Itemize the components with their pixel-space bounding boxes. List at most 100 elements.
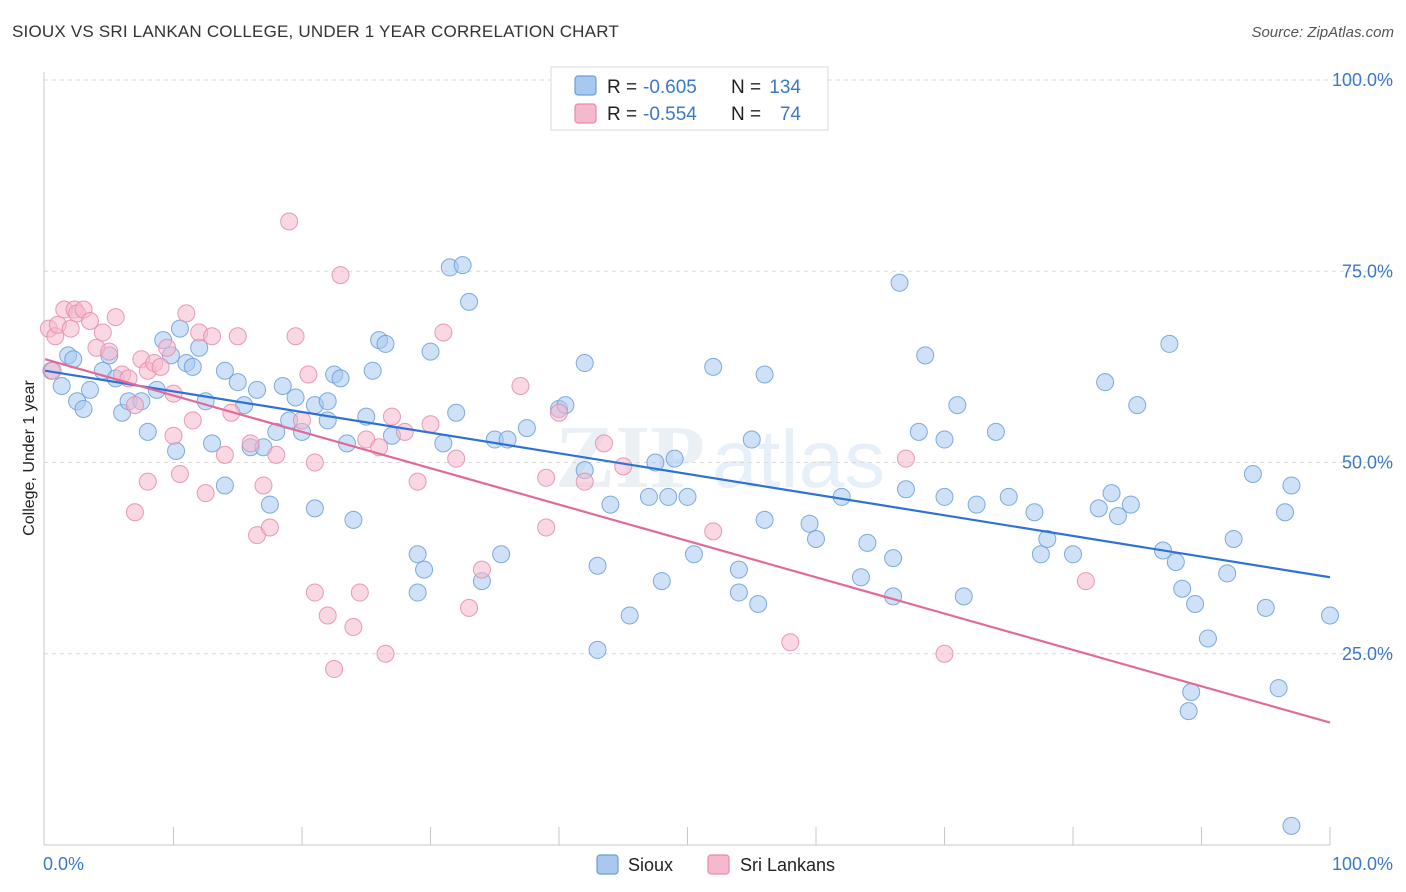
sioux-point bbox=[1282, 816, 1301, 835]
sioux-point bbox=[183, 357, 202, 376]
series-legend-label-sioux: Sioux bbox=[628, 855, 673, 875]
sioux-point bbox=[170, 319, 189, 338]
sioux-point bbox=[1128, 396, 1147, 415]
source-credit: Source: ZipAtlas.com bbox=[1251, 24, 1394, 41]
stats-legend: R = -0.605 N = 134 R = -0.554 N = 74 bbox=[550, 66, 829, 131]
sri-lankan-point bbox=[376, 644, 395, 663]
sioux-point bbox=[167, 442, 186, 461]
sioux-point bbox=[1198, 629, 1217, 648]
sioux-point bbox=[447, 403, 466, 422]
legend-r-value-sioux: -0.605 bbox=[643, 77, 697, 98]
sri-lankan-point bbox=[704, 522, 723, 541]
sri-lankan-point bbox=[164, 426, 183, 445]
sri-lankan-point bbox=[594, 434, 613, 453]
sioux-point bbox=[935, 487, 954, 506]
legend-r-label-sri-lankans: R = bbox=[607, 104, 637, 125]
sri-lankan-point bbox=[228, 327, 247, 346]
sioux-point bbox=[138, 422, 157, 441]
sioux-point bbox=[986, 422, 1005, 441]
sioux-point bbox=[1038, 530, 1057, 548]
sri-lankan-point bbox=[1076, 572, 1095, 591]
sioux-point bbox=[1269, 679, 1288, 698]
sioux-point bbox=[1108, 507, 1127, 526]
sioux-point bbox=[916, 346, 935, 365]
sioux-point bbox=[588, 556, 607, 575]
y-tick-label: 25.0% bbox=[1342, 644, 1393, 664]
sri-lankan-point bbox=[125, 503, 144, 522]
series-legend-label-sri-lankans: Sri Lankans bbox=[740, 855, 835, 875]
legend-swatch-sri-lankans bbox=[574, 103, 597, 124]
sri-lankan-point bbox=[614, 457, 633, 476]
sioux-point bbox=[1031, 545, 1050, 564]
sioux-point bbox=[1218, 564, 1237, 583]
series-legend-swatch-sioux bbox=[596, 854, 619, 875]
series-legend-swatch-sri-lankans bbox=[707, 854, 730, 875]
sioux-point bbox=[1186, 595, 1205, 614]
sioux-point bbox=[1179, 702, 1198, 721]
y-tick-label: 100.0% bbox=[1332, 70, 1393, 90]
sri-lankan-point bbox=[93, 323, 112, 342]
sioux-point bbox=[646, 453, 665, 472]
sri-lankan-point bbox=[344, 617, 363, 636]
sioux-point bbox=[415, 560, 434, 579]
y-tick-label: 75.0% bbox=[1342, 261, 1393, 281]
sioux-trend-line bbox=[44, 369, 1331, 579]
sioux-point bbox=[1243, 464, 1262, 483]
sri-lankan-points bbox=[39, 212, 1095, 679]
sioux-point bbox=[248, 380, 267, 399]
sioux-point bbox=[652, 572, 671, 591]
sioux-point bbox=[954, 587, 973, 606]
sioux-point bbox=[755, 510, 774, 529]
sri-lankan-point bbox=[447, 449, 466, 468]
sri-lankan-point bbox=[260, 518, 279, 537]
sri-lankan-point bbox=[421, 415, 440, 434]
sri-lankan-point bbox=[280, 212, 299, 231]
sri-lankan-trend-line bbox=[44, 358, 1331, 724]
sioux-point bbox=[807, 530, 825, 548]
sioux-point bbox=[408, 545, 427, 564]
sioux-point bbox=[1121, 495, 1140, 514]
sri-lankan-point bbox=[177, 304, 196, 323]
sri-lankan-point bbox=[100, 342, 119, 361]
sri-lankan-point bbox=[408, 472, 427, 491]
sioux-point bbox=[1173, 579, 1192, 598]
sioux-point bbox=[1276, 503, 1295, 522]
sioux-point bbox=[267, 422, 286, 441]
sri-lankan-point bbox=[215, 445, 234, 464]
sioux-point bbox=[967, 495, 986, 514]
sri-lankan-point bbox=[158, 338, 177, 357]
sioux-point bbox=[601, 495, 620, 514]
sioux-point bbox=[684, 545, 703, 564]
sioux-point bbox=[665, 449, 684, 468]
sri-lankan-point bbox=[125, 396, 144, 415]
sioux-point bbox=[1089, 499, 1108, 518]
sioux-point bbox=[896, 480, 915, 499]
sri-lankan-point bbox=[350, 583, 369, 602]
sioux-point bbox=[800, 514, 819, 533]
legend-n-value-sri-lankans: 74 bbox=[780, 104, 802, 125]
legend-n-label-sioux: N = bbox=[731, 77, 761, 98]
legend-n-value-sioux: 134 bbox=[769, 77, 801, 98]
sioux-point bbox=[1064, 545, 1082, 564]
sioux-point bbox=[1256, 598, 1275, 617]
sri-lankan-point bbox=[331, 266, 350, 285]
sri-lankan-point bbox=[305, 583, 324, 602]
sri-lankan-point bbox=[80, 311, 99, 330]
sioux-point bbox=[331, 369, 350, 388]
sioux-point bbox=[909, 422, 928, 441]
y-tick-label: 50.0% bbox=[1342, 453, 1393, 473]
sioux-point bbox=[659, 487, 678, 506]
sioux-point bbox=[434, 434, 453, 453]
sri-lankan-point bbox=[286, 327, 305, 346]
sri-lankan-point bbox=[183, 411, 202, 430]
sioux-point bbox=[260, 495, 279, 514]
sioux-point bbox=[1321, 606, 1339, 625]
sioux-point bbox=[890, 273, 909, 292]
sioux-point bbox=[704, 357, 723, 376]
sioux-point bbox=[492, 545, 511, 564]
sri-lankan-point bbox=[537, 468, 556, 487]
sri-lankan-point bbox=[511, 377, 530, 395]
sri-lankan-point bbox=[434, 323, 453, 342]
sioux-point bbox=[421, 342, 440, 361]
sioux-point bbox=[620, 606, 639, 625]
